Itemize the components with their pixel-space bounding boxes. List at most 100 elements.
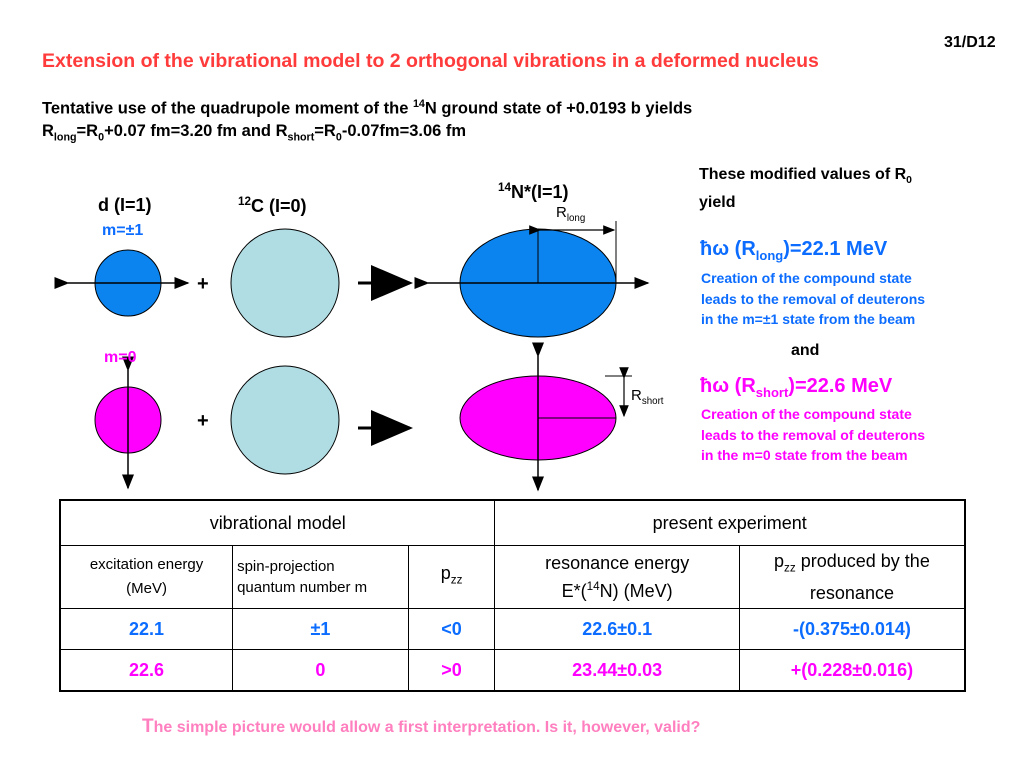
subtitle-sup: 14 <box>412 98 425 110</box>
nitrogen-label: 14N*(I=1) <box>498 181 569 203</box>
subtitle-line-2: Rlong=R0+0.07 fm=3.20 fm and Rshort=R0-0… <box>42 120 692 148</box>
description-line: leads to the removal of deuterons <box>701 290 926 307</box>
table-group-header-row: vibrational model present experiment <box>59 499 966 546</box>
result-long-value: )=22.1 MeV <box>783 238 888 260</box>
description-line: in the m=0 state from the beam <box>701 447 908 463</box>
cell-m: ±1 <box>232 608 409 650</box>
carbon-label-text: C (I=0) <box>251 196 307 216</box>
header-line: pzz produced by the <box>744 549 960 581</box>
footer-rest: he simple picture would allow a first in… <box>153 719 701 736</box>
intro-text: These modified values of R0 yield <box>699 164 912 214</box>
header-resonance-energy: resonance energy E*(14N) (MeV) <box>494 545 740 609</box>
carbon-nucleus-circle <box>230 228 340 338</box>
header-pzz: pzz <box>407 545 496 609</box>
cell-pzz-produced: -(0.375±0.014) <box>738 608 966 650</box>
header-line: E*(14N) (MeV) <box>499 575 734 603</box>
description-line: Creation of the compound state <box>701 270 912 286</box>
header-line: resonance <box>809 582 894 603</box>
result-long-hw: ħω (R <box>700 238 756 260</box>
header-text: p <box>774 551 785 572</box>
result-long-sub: long <box>755 248 784 263</box>
subtitle-sub: long <box>53 130 77 143</box>
subtitle-text: =R <box>314 121 336 140</box>
carbon-label: 12C (I=0) <box>238 195 307 217</box>
m-0-label: m=0 <box>104 349 137 366</box>
nitrogen-label-sup: 14 <box>498 181 512 194</box>
header-spin-projection: spin-projection quantum number m <box>232 545 409 609</box>
r-long-r: R <box>556 204 567 221</box>
and-text: and <box>791 342 820 359</box>
intro-text-a: These modified values of R <box>699 166 907 183</box>
description-line: leads to the removal of deuterons <box>701 426 926 443</box>
subtitle-sub: short <box>287 130 315 143</box>
m-pm1-label: m=±1 <box>102 222 144 239</box>
slide-number: 31/D12 <box>944 34 996 51</box>
r-long-sub: long <box>566 213 586 224</box>
header-pzz-produced: pzz produced by the resonance <box>738 545 966 609</box>
cell-pzz: >0 <box>407 649 496 692</box>
table-row: 22.1 ±1 <0 22.6±0.1 -(0.375±0.014) <box>59 608 966 650</box>
table-column-header-row: excitation energy (MeV) spin-projection qu… <box>59 545 966 609</box>
subtitle: Tentative use of the quadrupole moment o… <box>42 93 692 148</box>
vibration-diagram <box>54 221 650 492</box>
result-short-sub: short <box>755 385 789 400</box>
footer-first-letter: T <box>142 716 154 737</box>
nitrogen-label-text: N*(I=1) <box>511 182 569 202</box>
cell-excitation-energy: 22.6 <box>59 649 234 692</box>
result-short-value: )=22.6 MeV <box>788 375 893 397</box>
intro-sub: 0 <box>906 175 912 187</box>
header-text: N) (MeV) <box>599 581 673 601</box>
r-short-sub: short <box>641 396 664 407</box>
header-text: E*( <box>561 581 587 601</box>
description-line: Creation of the compound state <box>701 406 912 422</box>
subtitle-text: -0.07fm=3.06 fm <box>341 121 467 140</box>
cell-pzz: <0 <box>407 608 496 650</box>
intro-line-1: These modified values of R0 <box>699 164 912 192</box>
cell-excitation-energy: 22.1 <box>59 608 234 650</box>
header-pzz-p: p <box>440 563 451 584</box>
header-line: (MeV) <box>126 580 167 597</box>
result-short-description: Creation of the compound state leads to … <box>701 404 925 466</box>
subtitle-text: N ground state of +0.0193 b yields <box>424 99 693 118</box>
subtitle-sub: 0 <box>98 130 105 143</box>
result-long-description: Creation of the compound state leads to … <box>701 268 925 330</box>
subtitle-text: Tentative use of the quadrupole moment o… <box>42 99 413 118</box>
comparison-table: vibrational model present experiment exc… <box>59 499 966 692</box>
result-short: ħω (Rshort)=22.6 MeV <box>700 375 892 400</box>
r-long-label: Rlong <box>556 204 585 224</box>
header-sub: zz <box>784 561 796 575</box>
header-line: excitation energy <box>89 556 204 573</box>
header-line: spin-projection <box>237 558 335 575</box>
subtitle-line-1: Tentative use of the quadrupole moment o… <box>42 93 692 120</box>
plus-sign: + <box>197 410 209 432</box>
header-pzz-sub: zz <box>450 573 463 587</box>
carbon-label-sup: 12 <box>238 195 252 208</box>
deuteron-label: d (I=1) <box>98 195 152 215</box>
cell-resonance-energy: 23.44±0.03 <box>494 649 740 692</box>
r-short-label: Rshort <box>631 387 664 407</box>
cell-m: 0 <box>232 649 409 692</box>
subtitle-text: R <box>42 121 54 140</box>
header-line: resonance energy <box>545 553 690 573</box>
subtitle-sub: 0 <box>335 130 342 143</box>
result-long: ħω (Rlong)=22.1 MeV <box>700 238 887 263</box>
header-line: quantum number m <box>237 579 368 596</box>
r-short-r: R <box>631 387 642 404</box>
cell-resonance-energy: 22.6±0.1 <box>494 608 740 650</box>
footer-text: The simple picture would allow a first i… <box>142 716 700 738</box>
description-line: in the m=±1 state from the beam <box>701 311 916 327</box>
header-present-experiment: present experiment <box>494 499 966 546</box>
result-short-hw: ħω (R <box>700 375 756 397</box>
intro-line-2: yield <box>699 194 736 212</box>
cell-pzz-produced: +(0.228±0.016) <box>738 649 966 692</box>
carbon-nucleus-circle <box>230 365 340 475</box>
subtitle-text: =R <box>76 121 99 140</box>
header-vibrational-model: vibrational model <box>59 499 496 546</box>
header-sup: 14 <box>586 580 600 593</box>
table-row: 22.6 0 >0 23.44±0.03 +(0.228±0.016) <box>59 649 966 692</box>
slide-title: Extension of the vibrational model to 2 … <box>42 50 819 72</box>
subtitle-text: +0.07 fm=3.20 fm and R <box>104 121 288 140</box>
header-text: produced by the <box>795 551 930 572</box>
header-excitation-energy: excitation energy (MeV) <box>59 545 234 609</box>
plus-sign: + <box>197 273 209 295</box>
